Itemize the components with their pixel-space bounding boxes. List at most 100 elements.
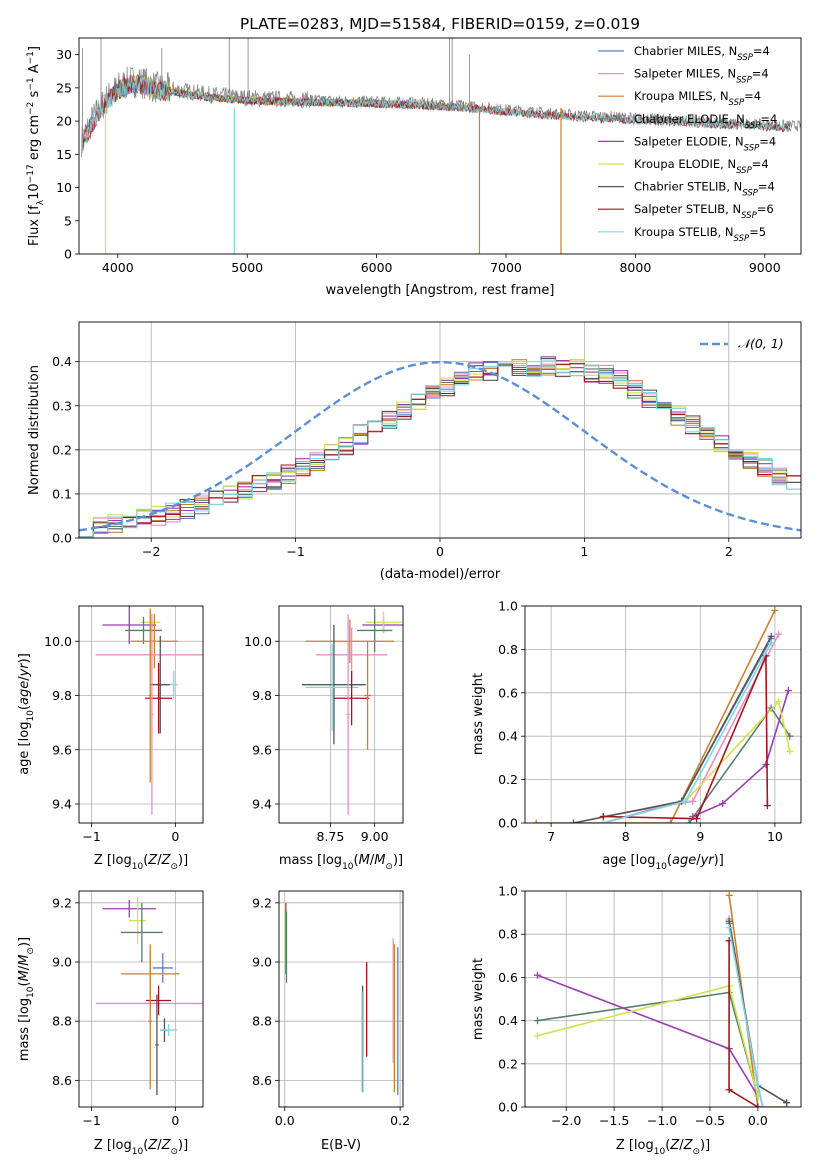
errorbar-point-0 bbox=[102, 899, 157, 918]
massweight-vs-age-ylabel: mass weight bbox=[471, 673, 486, 755]
legend-entry-3: Chabrier ELODIE, NSSP=4 bbox=[634, 112, 777, 131]
model-spectrum-2 bbox=[81, 74, 558, 154]
age-vs-mass-plot-area bbox=[302, 608, 403, 815]
residuals-ytick-label-1: 0.1 bbox=[52, 486, 72, 501]
errorbar-point-9 bbox=[346, 614, 350, 815]
age-vs-mass-ytick-label-2: 9.8 bbox=[252, 688, 272, 703]
massweight-vs-Z-ytick-label-5: 1.0 bbox=[498, 884, 518, 899]
mass-vs-Z-frame bbox=[78, 890, 204, 1108]
residuals-ytick-label-2: 0.2 bbox=[52, 442, 72, 457]
mass-weight-marker-7-3 bbox=[763, 802, 771, 810]
residuals-ytick-label-4: 0.4 bbox=[52, 354, 72, 369]
mass-vs-ebv-frame bbox=[278, 890, 404, 1108]
model-spectrum-7 bbox=[81, 74, 791, 154]
spectrum-ytick-label-0: 0 bbox=[64, 247, 72, 262]
errorbar-point-8 bbox=[160, 1024, 178, 1036]
massweight-vs-age-ytick-label-5: 1.0 bbox=[498, 599, 518, 614]
mass-weight-line-0 bbox=[603, 638, 772, 823]
age-vs-Z-ytick-label-3: 10.0 bbox=[44, 634, 72, 649]
spectrum-xtick-label-5: 9000 bbox=[749, 260, 781, 275]
mass-vs-Z-xtick-label-0: −1 bbox=[82, 1113, 100, 1128]
spectrum-panel: 4000 5000 6000 7000 8000 9000 0 5 10 15 20 25 30 Chab… bbox=[26, 37, 802, 298]
errorbar-point-1 bbox=[102, 606, 157, 644]
errorbar-point-7 bbox=[145, 662, 172, 734]
spectrum-plot-area bbox=[81, 38, 801, 254]
spectrum-ytick-label-2: 10 bbox=[56, 180, 72, 195]
errorbar-point-9 bbox=[148, 953, 152, 1090]
age-vs-Z-panel: −1 0 9.4 9.6 9.8 10.0 Z [log10(Z/Z⊙)] age [log1… bbox=[17, 605, 204, 872]
mass-vs-ebv-panel: 0.0 0.2 8.6 8.8 9.0 9.2 E(B-V) bbox=[252, 890, 410, 1153]
mass-weight-marker-7-2 bbox=[754, 1103, 762, 1107]
mass-vs-Z-ytick-label-2: 9.0 bbox=[52, 955, 72, 970]
age-vs-mass-frame bbox=[278, 605, 404, 824]
massweight-vs-Z-panel: −2.0 −1.5 −1.0 −0.5 0.0 0.0 0.2 0.4 0.6 0.8 1.0 Z [… bbox=[471, 884, 802, 1157]
mass-weight-marker-8-1 bbox=[681, 797, 689, 805]
massweight-vs-age-xtick-label-3: 10 bbox=[767, 829, 783, 844]
massweight-vs-Z-ytick-label-2: 0.4 bbox=[498, 1013, 518, 1028]
mass-vs-ebv-plot-area bbox=[284, 902, 399, 1096]
massweight-vs-age-ytick-label-4: 0.8 bbox=[498, 642, 518, 657]
age-vs-mass-xtick-label-1: 9.00 bbox=[361, 829, 389, 844]
massweight-vs-age-ytick-label-3: 0.6 bbox=[498, 685, 518, 700]
legend-entry-1: Salpeter MILES, NSSP=4 bbox=[634, 67, 769, 86]
legend-entry-7: Salpeter STELIB, NSSP=6 bbox=[634, 202, 774, 221]
mass-weight-marker-6-2 bbox=[767, 632, 775, 640]
age-vs-mass-panel: 8.75 9.00 9.4 9.6 9.8 10.0 mass [log10(M/M⊙)] bbox=[244, 605, 404, 872]
age-vs-Z-ytick-label-2: 9.8 bbox=[52, 688, 72, 703]
mass-weight-marker-3-0 bbox=[533, 1017, 541, 1025]
massweight-vs-age-panel: 7 8 9 10 0.0 0.2 0.4 0.6 0.8 1.0 age [log10(age/yr… bbox=[471, 599, 802, 872]
age-vs-Z-frame bbox=[78, 605, 204, 824]
mass-weight-line-7 bbox=[603, 655, 769, 820]
massweight-vs-age-frame bbox=[524, 605, 802, 824]
spectrum-ytick-label-6: 30 bbox=[56, 47, 72, 62]
massweight-vs-age-ytick-label-1: 0.2 bbox=[498, 772, 518, 787]
mass-weight-line-5 bbox=[537, 985, 759, 1097]
legend-entry-2: Kroupa MILES, NSSP=4 bbox=[634, 89, 761, 108]
mass-weight-marker-8-2 bbox=[759, 1103, 767, 1107]
massweight-vs-Z-ylabel: mass weight bbox=[471, 958, 486, 1040]
spectrum-xtick-label-1: 5000 bbox=[231, 260, 263, 275]
mass-vs-Z-plot-area bbox=[95, 896, 203, 1096]
legend-entry-4: Salpeter ELODIE, NSSP=4 bbox=[634, 134, 776, 153]
age-vs-Z-ytick-label-0: 9.4 bbox=[52, 797, 72, 812]
mass-weight-marker-7-1 bbox=[725, 1086, 733, 1094]
massweight-vs-Z-plot-area bbox=[533, 891, 791, 1107]
residuals-xlabel: (data-model)/error bbox=[380, 567, 501, 582]
massweight-vs-age-ytick-label-2: 0.4 bbox=[498, 729, 518, 744]
mass-vs-Z-panel: −1 0 8.6 8.8 9.0 9.2 Z [log10(Z/Z⊙)] mass [log1… bbox=[17, 890, 204, 1157]
mass-weight-marker-3-0 bbox=[685, 819, 693, 823]
mass-weight-marker-4-0 bbox=[533, 971, 541, 979]
residuals-xtick-label-0: −2 bbox=[142, 544, 160, 559]
massweight-vs-Z-xtick-label-4: 0.0 bbox=[748, 1113, 768, 1128]
age-vs-Z-ylabel: age [log10(age/yr)] bbox=[17, 653, 36, 775]
mass-weight-marker-5-1 bbox=[775, 697, 783, 705]
residuals-xtick-label-4: 2 bbox=[725, 544, 733, 559]
mass-vs-Z-ylabel: mass [log10(M/M⊙)] bbox=[17, 937, 36, 1061]
page-title: PLATE=0283, MJD=51584, FIBERID=0159, z=0… bbox=[240, 15, 640, 33]
residuals-ytick-label-3: 0.3 bbox=[52, 398, 72, 413]
mass-weight-marker-4-1 bbox=[719, 799, 727, 807]
residual-hist-8 bbox=[79, 359, 801, 538]
errorbar-point-2 bbox=[120, 902, 163, 963]
residuals-xtick-label-2: 0 bbox=[436, 544, 444, 559]
mass-weight-marker-8-1 bbox=[754, 1081, 762, 1089]
errorbar-point-3 bbox=[152, 953, 173, 983]
massweight-vs-age-xtick-label-1: 8 bbox=[622, 829, 630, 844]
massweight-vs-Z-frame bbox=[524, 890, 802, 1108]
massweight-vs-Z-xtick-label-1: −1.5 bbox=[599, 1113, 629, 1128]
mass-vs-ebv-ytick-label-0: 8.6 bbox=[252, 1073, 272, 1088]
mass-weight-marker-8-0 bbox=[725, 924, 733, 932]
mass-vs-ebv-ytick-label-3: 9.2 bbox=[252, 895, 272, 910]
errorbar-point-7 bbox=[333, 671, 370, 726]
mass-weight-marker-2-1 bbox=[666, 819, 674, 823]
mass-weight-line-3 bbox=[537, 991, 759, 1097]
mass-vs-ebv-ytick-label-1: 8.8 bbox=[252, 1014, 272, 1029]
massweight-vs-Z-xtick-label-2: −1.0 bbox=[647, 1113, 677, 1128]
errorbar-point-8 bbox=[364, 641, 372, 750]
errorbar-point-9 bbox=[150, 614, 154, 815]
errorbar-point-10 bbox=[155, 994, 159, 1096]
spectrum-ytick-label-5: 25 bbox=[56, 80, 72, 95]
residuals-plot-area bbox=[79, 356, 801, 538]
